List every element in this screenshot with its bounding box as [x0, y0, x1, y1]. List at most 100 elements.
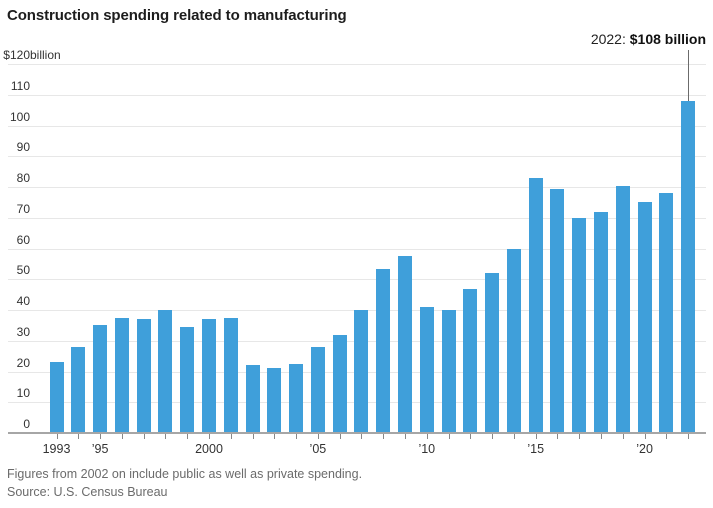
y-axis-tick-number: 20: [16, 355, 30, 370]
bar-2022: [681, 100, 696, 433]
bar-1998: [158, 310, 173, 433]
page-title: Construction spending related to manufac…: [7, 7, 347, 24]
bar-2010: [419, 306, 434, 433]
gridline-70: [8, 217, 706, 219]
y-axis-tick-label-100: 100: [0, 110, 30, 124]
bar-2020: [637, 202, 652, 433]
annotation-pointer-line: [688, 50, 690, 101]
y-axis-tick-number: 10: [16, 386, 30, 401]
x-axis-label-2010: ’10: [418, 442, 436, 456]
bar-2006: [332, 334, 347, 433]
x-axis-label-1995: ’95: [91, 442, 109, 456]
x-axis-tick-2017: [579, 434, 581, 439]
bar-2012: [463, 288, 478, 433]
bar-2019: [615, 185, 630, 433]
y-axis-tick-label-60: 60: [0, 233, 30, 247]
bar-2021: [659, 193, 674, 433]
y-axis-tick-number: 40: [16, 294, 30, 308]
x-axis-tick-2015: [535, 434, 537, 439]
x-axis-tick-2012: [470, 434, 472, 439]
gridline-80: [8, 187, 706, 188]
chart-source: Source: U.S. Census Bureau: [7, 485, 168, 499]
x-axis-tick-2013: [492, 434, 494, 439]
bar-2005: [310, 346, 325, 433]
bar-2013: [485, 273, 500, 433]
x-axis-tick-2002: [252, 434, 254, 439]
bar-1993: [49, 362, 64, 433]
bar-1995: [93, 325, 108, 433]
bar-2008: [376, 268, 391, 433]
x-axis-tick-2010: [426, 434, 428, 439]
x-axis-tick-2020: [644, 434, 646, 439]
x-axis-tick-2001: [230, 434, 232, 439]
y-axis-tick-label-90: 90: [0, 140, 30, 154]
y-axis-tick-label-80: 80: [0, 171, 30, 185]
bar-2018: [594, 211, 608, 433]
gridline-110: [8, 94, 706, 96]
x-axis-tick-1997: [143, 434, 145, 439]
x-axis-tick-2004: [296, 434, 298, 439]
x-axis-tick-1995: [100, 434, 102, 439]
x-axis-label-2005: ’05: [309, 442, 327, 456]
y-axis-tick-label-0: 0: [0, 417, 30, 431]
x-axis-tick-2014: [513, 434, 515, 439]
x-axis-tick-2016: [557, 434, 559, 439]
x-axis-tick-2022: [688, 434, 690, 439]
x-axis-tick-1998: [165, 434, 167, 439]
x-axis-tick-1996: [121, 434, 123, 439]
bar-2002: [245, 365, 260, 434]
y-axis-tick-label-20: 20: [0, 356, 30, 370]
x-axis-label-2020: ’20: [636, 442, 653, 456]
y-axis-tick-label-30: 30: [0, 325, 30, 339]
x-axis-line: [8, 432, 706, 434]
y-axis-tick-number: 80: [16, 171, 30, 185]
gridline-100: [8, 125, 706, 127]
x-axis-tick-2005: [317, 434, 319, 439]
y-axis-tick-number: 0: [23, 417, 30, 431]
x-axis-tick-2009: [405, 434, 406, 439]
x-axis-tick-1994: [78, 434, 80, 439]
annotation-value: $108 billion: [629, 31, 706, 47]
bar-2004: [289, 363, 304, 433]
x-axis-tick-2007: [361, 434, 363, 439]
y-axis-tick-number: 100: [9, 109, 30, 124]
y-axis-tick-number: 70: [16, 201, 30, 216]
bar-2000: [202, 319, 216, 433]
bar-2017: [572, 217, 587, 434]
bar-2014: [506, 248, 521, 433]
bar-2016: [550, 188, 565, 433]
x-axis-tick-2006: [339, 434, 341, 439]
bar-1997: [136, 319, 151, 433]
x-axis-tick-1999: [187, 434, 189, 439]
gridline-90: [8, 156, 706, 158]
gridline-60: [8, 248, 706, 250]
y-axis-tick-number: 90: [16, 140, 30, 155]
bar-1996: [114, 317, 129, 433]
x-axis-label-2015: ’15: [527, 442, 545, 456]
bar-2003: [267, 368, 282, 433]
x-axis-tick-2019: [622, 434, 624, 439]
x-axis-tick-2003: [274, 434, 276, 439]
gridline-120: [8, 64, 706, 65]
bar-1999: [180, 326, 195, 433]
y-axis-unit-suffix: billion: [30, 48, 61, 62]
y-axis-tick-number: 110: [10, 78, 30, 93]
bar-2011: [441, 310, 456, 433]
y-axis-tick-number: 50: [16, 263, 30, 278]
x-axis-tick-2021: [666, 434, 668, 439]
y-axis-tick-label-10: 10: [0, 386, 30, 400]
x-axis-tick-1993: [56, 434, 58, 439]
x-axis-tick-2011: [448, 434, 450, 439]
chart-footnote: Figures from 2002 on include public as w…: [7, 467, 363, 481]
x-axis-label-1993: 1993: [42, 442, 71, 456]
y-axis-tick-number: 30: [16, 324, 30, 339]
bar-2015: [528, 177, 543, 433]
bar-1994: [71, 346, 86, 433]
annotation-prefix: 2022:: [590, 31, 630, 47]
bar-2009: [398, 256, 412, 433]
gridline-50: [8, 279, 706, 281]
y-axis-tick-number: 60: [16, 232, 30, 247]
x-axis-tick-2008: [383, 434, 385, 439]
bar-2001: [223, 317, 238, 433]
